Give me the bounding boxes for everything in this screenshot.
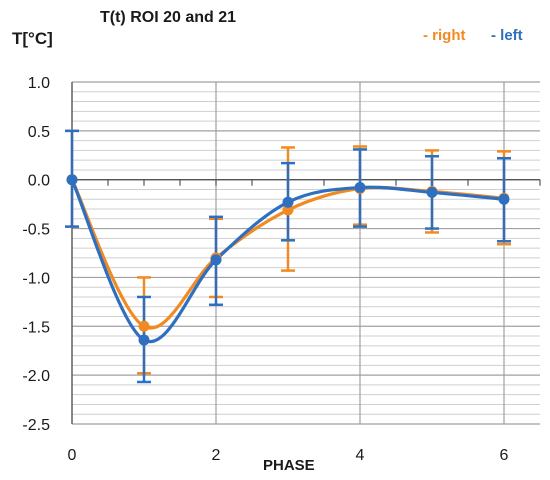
y-tick-label: -0.5 [22, 222, 50, 239]
data-point-left [210, 254, 222, 266]
data-point-right [282, 204, 294, 216]
x-tick-label: 0 [68, 447, 77, 464]
y-tick-label: -2.0 [22, 368, 50, 385]
x-tick-label: 4 [356, 447, 365, 464]
x-axis-label: PHASE [263, 457, 315, 474]
data-point-left [426, 186, 438, 198]
y-tick-label: 1.0 [28, 75, 50, 92]
y-tick-label: -2.5 [22, 417, 50, 434]
y-axis-label: T[°C] [12, 29, 53, 48]
data-point-left [282, 196, 294, 208]
data-point-left [138, 334, 150, 346]
data-point-left [354, 182, 366, 194]
chart-title: T(t) ROI 20 and 21 [100, 9, 236, 26]
y-tick-label: -1.0 [22, 270, 50, 287]
data-point-left [66, 174, 78, 186]
x-tick-label: 2 [212, 447, 221, 464]
x-tick-label: 6 [500, 447, 509, 464]
plot-area: 1.0 0.5 0.0 -0.5 -1.0 -1.5 -2.0 -2.5 0 2 4 6 [22, 75, 541, 464]
data-point-right [138, 320, 150, 332]
legend-item-left: - left [491, 27, 523, 44]
y-tick-label: 0.5 [28, 124, 50, 141]
legend-item-right: - right [423, 27, 466, 44]
data-point-left [498, 193, 510, 205]
y-tick-label: -1.5 [22, 319, 50, 336]
y-tick-label: 0.0 [28, 173, 50, 190]
